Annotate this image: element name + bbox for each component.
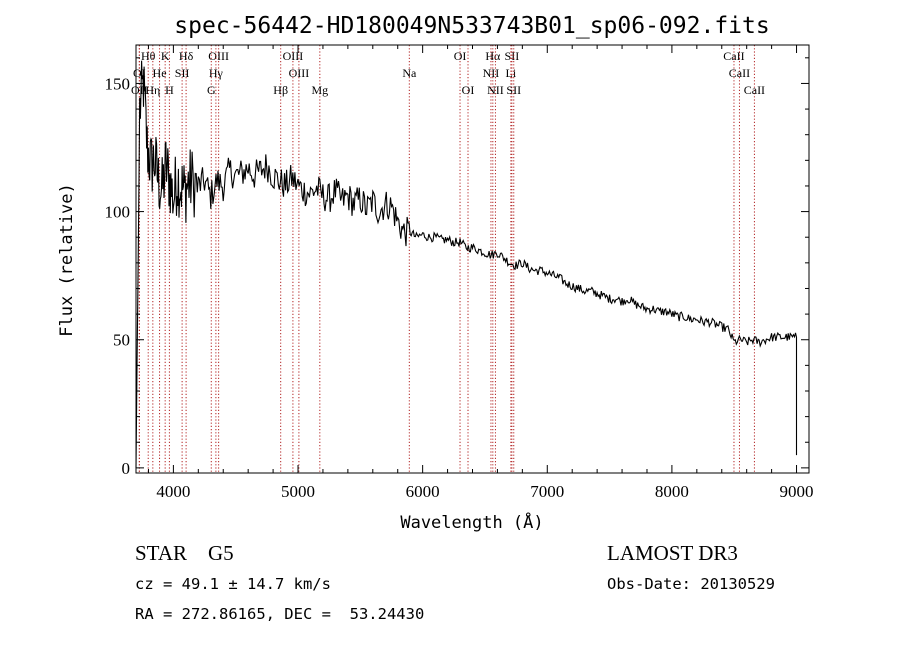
spectral-line-label: NII <box>487 83 504 97</box>
object-class: STAR G5 <box>135 541 234 565</box>
spectral-line-label: Mg <box>311 83 328 97</box>
spectral-line-label: Na <box>402 66 417 80</box>
spectral-line-label: H <box>165 83 174 97</box>
x-tick-label: 9000 <box>780 482 814 501</box>
spectral-line-label: K <box>161 49 170 63</box>
x-tick-label: 8000 <box>655 482 689 501</box>
spectral-line-label: Li <box>506 66 517 80</box>
flux-series-line <box>135 60 798 468</box>
spectral-line-label: Hδ <box>179 49 194 63</box>
spectral-line-label: SII <box>506 83 521 97</box>
spectral-line-label: SII <box>505 49 520 63</box>
x-tick-label: 4000 <box>156 482 190 501</box>
spectral-line-label: OIII <box>283 49 304 63</box>
spectral-line-label: Hη <box>145 83 160 97</box>
x-tick-label: 6000 <box>406 482 440 501</box>
spectral-line-label: Hθ <box>141 49 156 63</box>
spectral-line-label: OI <box>462 83 475 97</box>
spectral-line-label: G <box>207 83 216 97</box>
spectral-line-label: NII <box>483 66 500 80</box>
x-axis-label: Wavelength (Å) <box>400 511 543 533</box>
redshift: cz = 49.1 ± 14.7 km/s <box>135 575 331 593</box>
spectral-line-label: OI <box>454 49 467 63</box>
y-tick-label: 0 <box>122 459 131 478</box>
survey-name: LAMOST DR3 <box>607 541 738 565</box>
chart-title: spec-56442-HD180049N533743B01_sp06-092.f… <box>174 13 769 39</box>
spectral-line-label: OIII <box>289 66 310 80</box>
spectral-line-label: SII <box>175 66 190 80</box>
spectral-line-label: CaII <box>729 66 750 80</box>
plot-frame <box>135 44 810 474</box>
x-tick-label: 5000 <box>281 482 315 501</box>
y-tick-label: 50 <box>113 331 130 350</box>
spectral-line-label: OIII <box>208 49 229 63</box>
y-tick-label: 100 <box>105 203 131 222</box>
spectral-line-label: He <box>153 66 167 80</box>
spectral-lines: Hθ K Hδ OIII OIII OI Hα SII CaII OI He SII Hγ OIII NII… <box>131 45 765 473</box>
spectral-line-label: CaII <box>744 83 765 97</box>
y-tick-label: 150 <box>105 74 131 93</box>
axes: 4000 5000 6000 7000 8000 9000 0 50 100 150 <box>105 45 814 501</box>
spectral-line-label: CaII <box>723 49 744 63</box>
x-tick-label: 7000 <box>530 482 564 501</box>
spectral-line-label: Hβ <box>273 83 288 97</box>
y-axis-label: Flux (relative) <box>57 183 77 337</box>
spectral-line-label: Hγ <box>209 66 224 80</box>
obs-date: Obs-Date: 20130529 <box>607 575 775 593</box>
spectral-line-label: Hα <box>485 49 501 63</box>
coordinates: RA = 272.86165, DEC = 53.24430 <box>135 605 424 623</box>
